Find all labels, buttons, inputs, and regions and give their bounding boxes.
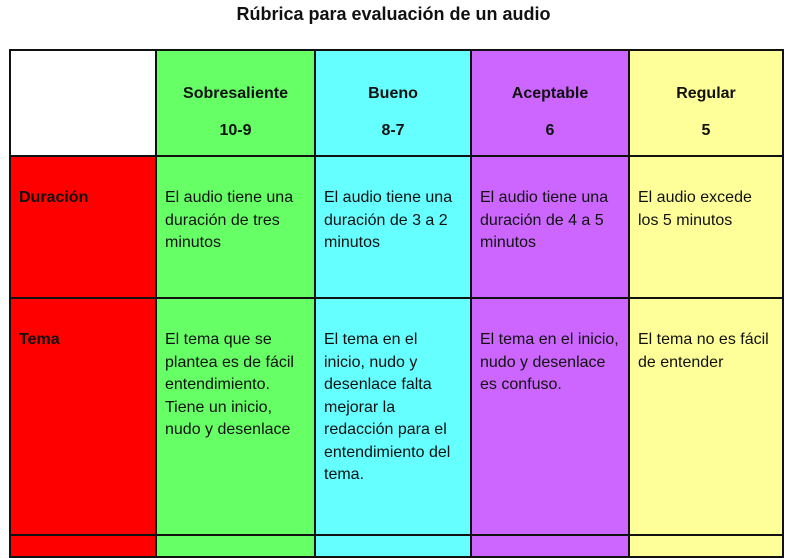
rubric-cell: El tema que se plantea es de fácil enten…	[155, 297, 316, 536]
level-score: 10-9	[219, 121, 252, 139]
level-label: Aceptable	[511, 85, 589, 102]
level-score: 6	[545, 121, 555, 139]
rubric-cell	[470, 534, 630, 558]
rubric-cell: El audio tiene una duración de 3 a 2 min…	[314, 155, 472, 299]
rubric-cell: El audio tiene una duración de 4 a 5 min…	[470, 155, 630, 299]
page-title: Rúbrica para evaluación de un audio	[236, 4, 551, 24]
table-row: Duración El audio tiene una duración de …	[9, 155, 784, 299]
level-label: Regular	[676, 85, 736, 102]
level-score: 5	[701, 121, 711, 139]
rubric-cell: El tema en el inicio, nudo y desenlace e…	[470, 297, 630, 536]
rubric-cell: El audio tiene una duración de tres minu…	[155, 155, 316, 299]
header-row: Sobresaliente 10-9 Bueno 8-7 Aceptable 6 Re…	[9, 49, 784, 157]
level-header-aceptable: Aceptable 6	[470, 49, 630, 157]
level-score: 8-7	[381, 121, 405, 139]
rubric-cell	[628, 534, 784, 558]
criterion-cell: Tema	[9, 297, 157, 536]
criterion-cell: Duración	[9, 155, 157, 299]
corner-cell	[9, 49, 157, 157]
criterion-cell	[9, 534, 157, 558]
rubric-cell: El tema no es fácil de entender	[628, 297, 784, 536]
rubric-table: Sobresaliente 10-9 Bueno 8-7 Aceptable 6 Re…	[9, 49, 784, 558]
level-header-sobresaliente: Sobresaliente 10-9	[155, 49, 316, 157]
level-label: Bueno	[368, 85, 418, 102]
rubric-cell: El tema en el inicio, nudo y desenlace f…	[314, 297, 472, 536]
level-header-bueno: Bueno 8-7	[314, 49, 472, 157]
level-label: Sobresaliente	[183, 85, 288, 102]
rubric-cell	[155, 534, 316, 558]
rubric-cell: El audio excede los 5 minutos	[628, 155, 784, 299]
table-row	[9, 534, 784, 558]
rubric-cell	[314, 534, 472, 558]
level-header-regular: Regular 5	[628, 49, 784, 157]
table-row: Tema El tema que se plantea es de fácil …	[9, 297, 784, 536]
